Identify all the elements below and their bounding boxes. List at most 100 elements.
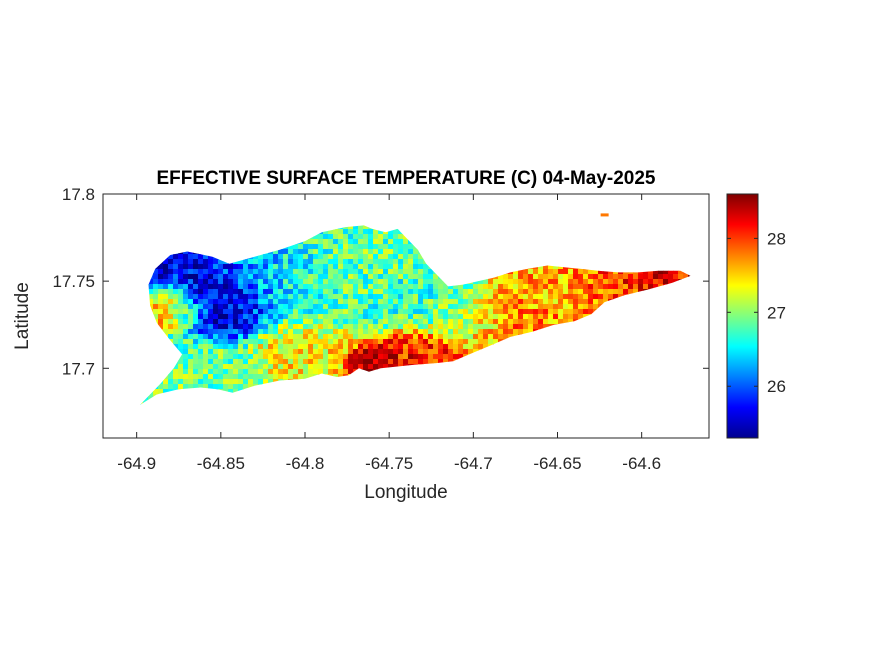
temperature-cell — [343, 334, 349, 340]
temperature-cell — [528, 284, 534, 290]
temperature-cell — [283, 274, 289, 280]
temperature-cell — [303, 349, 309, 355]
temperature-cell — [383, 309, 389, 315]
temperature-cell — [198, 304, 204, 310]
temperature-cell — [253, 324, 259, 330]
temperature-cell — [218, 369, 224, 375]
temperature-cell — [178, 269, 184, 275]
temperature-cell — [468, 329, 474, 335]
temperature-cell — [248, 284, 254, 290]
temperature-cell — [243, 369, 249, 375]
temperature-cell — [328, 334, 334, 340]
temperature-cell — [368, 344, 374, 350]
temperature-cell — [253, 314, 259, 320]
temperature-cell — [543, 319, 549, 325]
temperature-cell — [293, 274, 299, 280]
temperature-cell — [458, 354, 464, 360]
temperature-cell — [233, 284, 239, 290]
temperature-cell — [513, 319, 519, 325]
temperature-cell — [343, 349, 349, 355]
temperature-cell — [238, 274, 244, 280]
temperature-cell — [468, 304, 474, 310]
temperature-cell — [218, 269, 224, 275]
temperature-cell — [178, 339, 184, 345]
temperature-cell — [438, 339, 444, 345]
temperature-cell — [303, 289, 309, 295]
temperature-cell — [218, 314, 224, 320]
temperature-cell — [413, 274, 419, 280]
temperature-cell — [663, 269, 669, 275]
temperature-cell — [453, 354, 459, 360]
temperature-cell — [398, 264, 404, 270]
temperature-cell — [218, 289, 224, 295]
temperature-cell — [263, 259, 269, 265]
temperature-cell — [303, 244, 309, 250]
temperature-cell — [268, 369, 274, 375]
temperature-cell — [318, 259, 324, 265]
temperature-cell — [563, 289, 569, 295]
temperature-cell — [338, 304, 344, 310]
temperature-cell — [273, 324, 279, 330]
temperature-cell — [203, 254, 209, 260]
temperature-cell — [233, 299, 239, 305]
temperature-cell — [233, 309, 239, 315]
temperature-cell — [353, 264, 359, 270]
temperature-cell — [203, 329, 209, 335]
temperature-cell — [378, 329, 384, 335]
temperature-cell — [208, 309, 214, 315]
temperature-cell — [423, 264, 429, 270]
temperature-cell — [208, 279, 214, 285]
temperature-cell — [353, 339, 359, 345]
temperature-cell — [488, 319, 494, 325]
temperature-cell — [228, 344, 234, 350]
temperature-cell — [388, 249, 394, 255]
temperature-cell — [233, 314, 239, 320]
temperature-cell — [393, 354, 399, 360]
temperature-cell — [183, 334, 189, 340]
temperature-cell — [493, 299, 499, 305]
temperature-cell — [303, 259, 309, 265]
temperature-cell — [498, 304, 504, 310]
temperature-cell — [608, 274, 614, 280]
temperature-cell — [543, 269, 549, 275]
temperature-cell — [253, 369, 259, 375]
temperature-cell — [653, 269, 659, 275]
temperature-cell — [373, 329, 379, 335]
temperature-cell — [323, 229, 329, 235]
temperature-cell — [263, 309, 269, 315]
temperature-cell — [458, 299, 464, 305]
temperature-cell — [313, 304, 319, 310]
temperature-cell — [283, 339, 289, 345]
temperature-cell — [453, 324, 459, 330]
temperature-cell — [393, 324, 399, 330]
temperature-cell — [343, 259, 349, 265]
temperature-cell — [453, 289, 459, 295]
temperature-cell — [168, 294, 174, 300]
temperature-cell — [558, 309, 564, 315]
temperature-cell — [443, 344, 449, 350]
temperature-cell — [358, 309, 364, 315]
temperature-cell — [283, 249, 289, 255]
temperature-cell — [408, 264, 414, 270]
temperature-cell — [488, 294, 494, 300]
temperature-cell — [383, 359, 389, 365]
temperature-cell — [468, 289, 474, 295]
temperature-cell — [343, 284, 349, 290]
temperature-cell — [273, 334, 279, 340]
temperature-cell — [268, 309, 274, 315]
temperature-cell — [238, 329, 244, 335]
temperature-cell — [573, 314, 579, 320]
temperature-cell — [163, 284, 169, 290]
temperature-cell — [253, 349, 259, 355]
temperature-cell — [368, 354, 374, 360]
temperature-cell — [338, 254, 344, 260]
temperature-cell — [203, 319, 209, 325]
temperature-cell — [348, 329, 354, 335]
temperature-cell — [598, 289, 604, 295]
temperature-cell — [223, 279, 229, 285]
temperature-cell — [288, 364, 294, 370]
temperature-cell — [403, 344, 409, 350]
temperature-cell — [393, 304, 399, 310]
temperature-cell — [293, 264, 299, 270]
temperature-cell — [588, 284, 594, 290]
